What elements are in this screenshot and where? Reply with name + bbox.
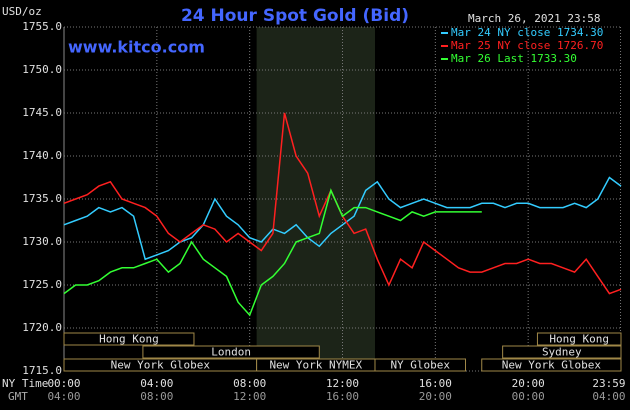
x-tick-label: 16:00 (419, 377, 452, 390)
y-tick-label: 1745.0 (22, 106, 62, 119)
session-box (374, 358, 467, 372)
y-tick-label: 1755.0 (22, 20, 62, 33)
x-tick-label: 04:00 (140, 377, 173, 390)
y-tick-label: 1730.0 (22, 235, 62, 248)
session-box (142, 345, 320, 359)
x2-axis-label: GMT (8, 390, 28, 403)
chart-title: 24 Hour Spot Gold (Bid) (181, 6, 409, 26)
session-box (63, 332, 195, 346)
legend-label: Mar 26 Last 1733.30 (451, 52, 577, 65)
x-tick-label: 20:00 (512, 377, 545, 390)
session-label: New York NYMEX (269, 359, 362, 372)
session-label: NY Globex (390, 359, 450, 372)
session-box (502, 345, 622, 359)
session-box (536, 332, 622, 346)
series-line (63, 176, 622, 261)
session-label: Hong Kong (549, 333, 609, 346)
y-tick-label: 1725.0 (22, 278, 62, 291)
gmt-tick-label: 08:00 (140, 390, 173, 403)
gmt-tick-label: 00:00 (512, 390, 545, 403)
y-tick-label: 1715.0 (22, 364, 62, 377)
session-box (481, 358, 622, 372)
legend-label: Mar 24 NY close 1734.30 (451, 26, 603, 39)
session-label: New York Globex (502, 359, 602, 372)
timestamp: March 26, 2021 23:58 (468, 12, 600, 25)
y-tick-label: 1720.0 (22, 321, 62, 334)
gmt-tick-label: 04:00 (592, 390, 625, 403)
y-axis-label: USD/oz (2, 5, 42, 18)
session-label: New York Globex (111, 359, 211, 372)
x-tick-label: 00:00 (47, 377, 80, 390)
session-label: Sydney (542, 346, 582, 359)
x-axis-label: NY Time (2, 377, 48, 390)
y-tick-label: 1750.0 (22, 63, 62, 76)
session-label: Hong Kong (99, 333, 159, 346)
session-label: London (211, 346, 251, 359)
gmt-tick-label: 20:00 (419, 390, 452, 403)
gmt-tick-label: 12:00 (233, 390, 266, 403)
x-tick-label: 08:00 (233, 377, 266, 390)
x-tick-label: 23:59 (592, 377, 625, 390)
x-tick-label: 12:00 (326, 377, 359, 390)
gmt-tick-label: 16:00 (326, 390, 359, 403)
y-tick-label: 1735.0 (22, 192, 62, 205)
website: www.kitco.com (68, 38, 205, 57)
series-line (63, 188, 482, 317)
gmt-tick-label: 04:00 (47, 390, 80, 403)
legend-label: Mar 25 NY close 1726.70 (451, 39, 603, 52)
y-tick-label: 1740.0 (22, 149, 62, 162)
